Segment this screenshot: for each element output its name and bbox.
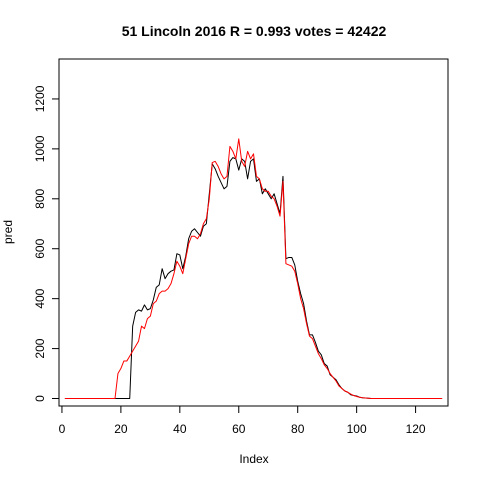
x-tick-label: 120	[406, 422, 426, 436]
y-tick-label: 400	[33, 288, 47, 308]
series-line-1	[64, 157, 443, 400]
x-tick-label: 0	[59, 422, 66, 436]
x-axis: 0 20 40 60 80 100 120	[59, 405, 426, 436]
chart-title: 51 Lincoln 2016 R = 0.993 votes = 42422	[122, 23, 387, 39]
x-tick-label: 40	[173, 422, 187, 436]
x-tick-label: 20	[114, 422, 128, 436]
series-layer	[64, 138, 443, 400]
y-axis-label: pred	[1, 220, 15, 244]
y-tick-label: 1200	[33, 85, 47, 112]
y-axis: 0 200 400 600 800 1000 1200	[33, 85, 60, 402]
y-tick-label: 0	[33, 395, 47, 402]
y-tick-label: 800	[33, 188, 47, 208]
x-axis-label: Index	[239, 452, 268, 466]
plot-frame	[58, 58, 449, 407]
y-tick-label: 600	[33, 238, 47, 258]
series-line-2	[64, 138, 443, 400]
x-tick-label: 60	[232, 422, 246, 436]
x-tick-label: 80	[291, 422, 305, 436]
y-tick-label: 1000	[33, 135, 47, 162]
y-tick-label: 200	[33, 338, 47, 358]
x-tick-label: 100	[347, 422, 367, 436]
